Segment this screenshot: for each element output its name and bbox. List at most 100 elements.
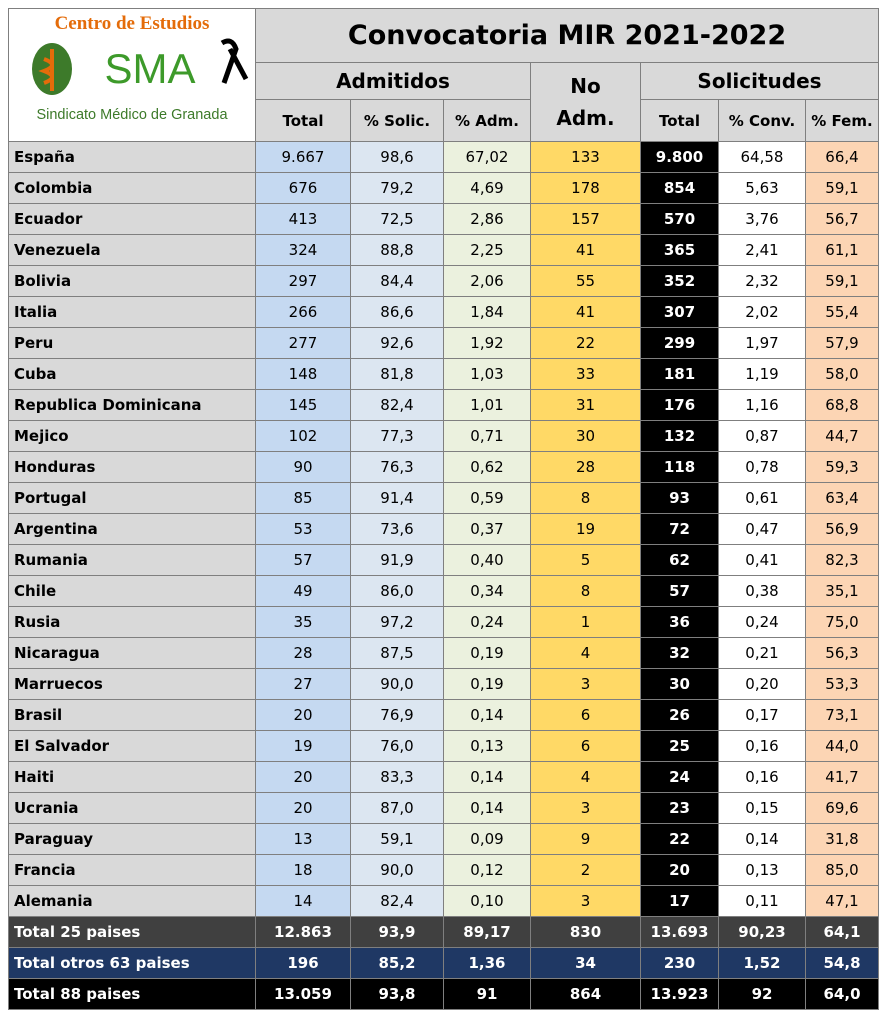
cell: 25 xyxy=(640,730,719,762)
cell: 0,78 xyxy=(718,451,806,483)
cell: 23 xyxy=(640,792,719,824)
logo-graphic: Centro de Estudios SMA Sindicato Médico … xyxy=(31,13,248,123)
cell: 6 xyxy=(530,699,641,731)
cell: 178 xyxy=(530,172,641,204)
data-row: El Salvador 19 76,0 0,13 6 25 0,16 44,0 xyxy=(8,730,880,762)
cell: 4 xyxy=(530,761,641,793)
total-cell: 90,23 xyxy=(718,916,806,948)
country: Cuba xyxy=(8,358,256,390)
cell: 0,09 xyxy=(443,823,531,855)
cell: 17 xyxy=(640,885,719,917)
data-row: Alemania 14 82,4 0,10 3 17 0,11 47,1 xyxy=(8,885,880,917)
cell: 35 xyxy=(255,606,351,638)
logo: Centro de Estudios SMA Sindicato Médico … xyxy=(8,8,256,142)
data-row: Haiti 20 83,3 0,14 4 24 0,16 41,7 xyxy=(8,761,880,793)
cell: 88,8 xyxy=(350,234,444,266)
cell: 72,5 xyxy=(350,203,444,235)
data-row: Argentina 53 73,6 0,37 19 72 0,47 56,9 xyxy=(8,513,880,545)
data-row: Venezuela 324 88,8 2,25 41 365 2,41 61,1 xyxy=(8,234,880,266)
cell: 0,13 xyxy=(443,730,531,762)
cell: 67,02 xyxy=(443,141,531,173)
cell: 157 xyxy=(530,203,641,235)
total-cell: 13.693 xyxy=(640,916,719,948)
cell: 5,63 xyxy=(718,172,806,204)
cell: 27 xyxy=(255,668,351,700)
country: Honduras xyxy=(8,451,256,483)
group-header: Solicitudes xyxy=(639,62,880,100)
cell: 14 xyxy=(255,885,351,917)
country: Venezuela xyxy=(8,234,256,266)
cell: 2,02 xyxy=(718,296,806,328)
logo-ribbon xyxy=(220,38,248,84)
cell: 9.667 xyxy=(255,141,351,173)
cell: 0,24 xyxy=(443,606,531,638)
country: Nicaragua xyxy=(8,637,256,669)
total-cell: 230 xyxy=(640,947,719,979)
total-row: Total 88 paises 13.059 93,8 91 864 13.923 92 64… xyxy=(8,978,880,1010)
column-header: % Adm. xyxy=(443,99,531,142)
country: Argentina xyxy=(8,513,256,545)
cell: 87,0 xyxy=(350,792,444,824)
cell: 0,62 xyxy=(443,451,531,483)
cell: 59,1 xyxy=(804,265,880,297)
country: El Salvador xyxy=(8,730,256,762)
cell: 64,58 xyxy=(718,141,806,173)
cell: 145 xyxy=(255,389,351,421)
cell: 76,9 xyxy=(350,699,444,731)
cell: 36 xyxy=(640,606,719,638)
data-row: Mejico 102 77,3 0,71 30 132 0,87 44,7 xyxy=(8,420,880,452)
data-row: Portugal 85 91,4 0,59 8 93 0,61 63,4 xyxy=(8,482,880,514)
total-cell: 12.863 xyxy=(255,916,351,948)
total-cell: 54,8 xyxy=(804,947,880,979)
cell: 2 xyxy=(530,854,641,886)
column-header: Total xyxy=(640,99,719,142)
cell: 31 xyxy=(530,389,641,421)
total-cell: 91 xyxy=(443,978,531,1010)
cell: 30 xyxy=(530,420,641,452)
cell: 4 xyxy=(530,637,641,669)
cell: 3 xyxy=(530,885,641,917)
cell: 63,4 xyxy=(804,482,880,514)
cell: 1,19 xyxy=(718,358,806,390)
data-row: Italia 266 86,6 1,84 41 307 2,02 55,4 xyxy=(8,296,880,328)
cell: 0,20 xyxy=(718,668,806,700)
cell: 0,14 xyxy=(443,699,531,731)
total-label: Total otros 63 paises xyxy=(8,947,256,979)
total-label: Total 88 paises xyxy=(8,978,256,1010)
cell: 76,3 xyxy=(350,451,444,483)
cell: 68,8 xyxy=(804,389,880,421)
cell: 0,41 xyxy=(718,544,806,576)
cell: 0,37 xyxy=(443,513,531,545)
cell: 854 xyxy=(640,172,719,204)
cell: 1,16 xyxy=(718,389,806,421)
cell: 28 xyxy=(255,637,351,669)
cell: 90 xyxy=(255,451,351,483)
country: Brasil xyxy=(8,699,256,731)
cell: 1,84 xyxy=(443,296,531,328)
cell: 0,71 xyxy=(443,420,531,452)
cell: 9.800 xyxy=(640,141,719,173)
logo-line1: Centro de Estudios xyxy=(54,13,209,34)
cell: 41 xyxy=(530,234,641,266)
cell: 85 xyxy=(255,482,351,514)
cell: 82,4 xyxy=(350,885,444,917)
cell: 32 xyxy=(640,637,719,669)
cell: 0,24 xyxy=(718,606,806,638)
cell: 365 xyxy=(640,234,719,266)
cell: 53 xyxy=(255,513,351,545)
cell: 87,5 xyxy=(350,637,444,669)
total-cell: 93,8 xyxy=(350,978,444,1010)
total-cell: 830 xyxy=(530,916,641,948)
country: Chile xyxy=(8,575,256,607)
column-header: % Fem. xyxy=(804,99,880,142)
cell: 53,3 xyxy=(804,668,880,700)
column-header: Total xyxy=(255,99,351,142)
column-header: % Conv. xyxy=(718,99,806,142)
cell: 56,9 xyxy=(804,513,880,545)
cell: 33 xyxy=(530,358,641,390)
data-row: España 9.667 98,6 67,02 133 9.800 64,58 66,4 xyxy=(8,141,880,173)
data-row: Francia 18 90,0 0,12 2 20 0,13 85,0 xyxy=(8,854,880,886)
logo-caduceus xyxy=(37,49,54,91)
total-cell: 13.059 xyxy=(255,978,351,1010)
